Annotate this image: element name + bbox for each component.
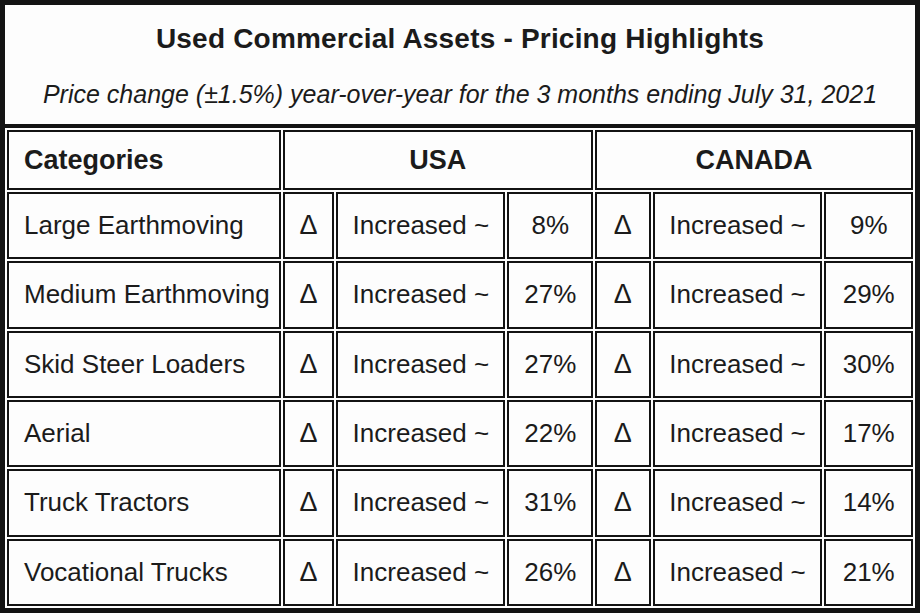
page-title: Used Commercial Assets - Pricing Highlig… [13, 23, 907, 55]
canada-percent-value: 17% [824, 400, 913, 467]
canada-percent-value: 14% [824, 469, 913, 536]
title-block: Used Commercial Assets - Pricing Highlig… [5, 5, 915, 128]
usa-percent-value: 22% [507, 400, 593, 467]
category-cell: Medium Earthmoving [7, 261, 281, 328]
canada-change-label: Increased ~ [653, 261, 823, 328]
canada-change-label: Increased ~ [653, 400, 823, 467]
pricing-table: Categories USA CANADA Large Earthmoving … [5, 128, 915, 608]
usa-delta-icon: Δ [283, 261, 335, 328]
column-header-usa: USA [283, 130, 594, 190]
column-header-canada: CANADA [595, 130, 913, 190]
table-row: Skid Steer Loaders Δ Increased ~ 27% Δ I… [7, 331, 913, 398]
usa-change-label: Increased ~ [336, 261, 505, 328]
usa-delta-icon: Δ [283, 331, 335, 398]
usa-change-label: Increased ~ [336, 331, 505, 398]
usa-percent-value: 31% [507, 469, 593, 536]
table-row: Large Earthmoving Δ Increased ~ 8% Δ Inc… [7, 192, 913, 259]
usa-percent-value: 8% [507, 192, 593, 259]
usa-percent-value: 27% [507, 261, 593, 328]
category-cell: Skid Steer Loaders [7, 331, 281, 398]
canada-change-label: Increased ~ [653, 192, 823, 259]
usa-change-label: Increased ~ [336, 469, 505, 536]
table-row: Truck Tractors Δ Increased ~ 31% Δ Incre… [7, 469, 913, 536]
canada-delta-icon: Δ [595, 331, 650, 398]
usa-change-label: Increased ~ [336, 539, 505, 606]
canada-change-label: Increased ~ [653, 539, 823, 606]
canada-delta-icon: Δ [595, 261, 650, 328]
usa-change-label: Increased ~ [336, 400, 505, 467]
category-cell: Large Earthmoving [7, 192, 281, 259]
pricing-highlights-panel: Used Commercial Assets - Pricing Highlig… [0, 0, 920, 613]
canada-delta-icon: Δ [595, 539, 650, 606]
canada-percent-value: 29% [824, 261, 913, 328]
usa-percent-value: 27% [507, 331, 593, 398]
canada-delta-icon: Δ [595, 469, 650, 536]
category-cell: Truck Tractors [7, 469, 281, 536]
usa-delta-icon: Δ [283, 469, 335, 536]
canada-delta-icon: Δ [595, 192, 650, 259]
usa-delta-icon: Δ [283, 400, 335, 467]
usa-percent-value: 26% [507, 539, 593, 606]
table-row: Vocational Trucks Δ Increased ~ 26% Δ In… [7, 539, 913, 606]
table-row: Medium Earthmoving Δ Increased ~ 27% Δ I… [7, 261, 913, 328]
canada-delta-icon: Δ [595, 400, 650, 467]
canada-change-label: Increased ~ [653, 331, 823, 398]
category-cell: Aerial [7, 400, 281, 467]
column-header-categories: Categories [7, 130, 281, 190]
page-subtitle: Price change (±1.5%) year-over-year for … [13, 80, 907, 109]
canada-change-label: Increased ~ [653, 469, 823, 536]
canada-percent-value: 9% [824, 192, 913, 259]
canada-percent-value: 30% [824, 331, 913, 398]
category-cell: Vocational Trucks [7, 539, 281, 606]
canada-percent-value: 21% [824, 539, 913, 606]
usa-change-label: Increased ~ [336, 192, 505, 259]
usa-delta-icon: Δ [283, 192, 335, 259]
header-row: Categories USA CANADA [7, 130, 913, 190]
table-row: Aerial Δ Increased ~ 22% Δ Increased ~ 1… [7, 400, 913, 467]
usa-delta-icon: Δ [283, 539, 335, 606]
